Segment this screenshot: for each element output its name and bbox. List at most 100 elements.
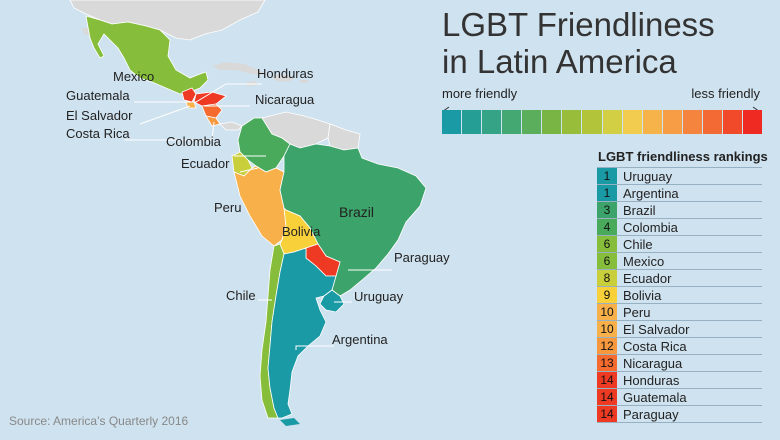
ranking-row: 8 Ecuador (597, 269, 762, 287)
scale-swatch (482, 110, 502, 134)
ranking-country: Paraguay (617, 405, 762, 423)
label-mexico: Mexico (113, 69, 154, 84)
ranking-row: 6 Chile (597, 235, 762, 253)
ranking-country: Argentina (617, 184, 762, 202)
ranking-number: 10 (597, 320, 617, 338)
ranking-country: Bolivia (617, 286, 762, 304)
rankings-table: 1 Uruguay 1 Argentina 3 Brazil 4 Colombia 6 Chile… (597, 167, 762, 423)
ranking-row: 3 Brazil (597, 201, 762, 219)
uruguay-land (319, 289, 345, 313)
ranking-country: Mexico (617, 252, 762, 270)
ranking-country: Brazil (617, 201, 762, 219)
ranking-number: 1 (597, 184, 617, 202)
ranking-number: 8 (597, 269, 617, 287)
scale-labels: more friendly less friendly (442, 86, 760, 115)
scale-swatch (602, 110, 622, 134)
label-chile: Chile (226, 288, 256, 303)
scale-swatch (682, 110, 702, 134)
ranking-number: 13 (597, 354, 617, 372)
scale-swatch (462, 110, 482, 134)
ranking-number: 14 (597, 371, 617, 389)
ranking-country: Colombia (617, 218, 762, 236)
scale-swatch (642, 110, 662, 134)
label-paraguay: Paraguay (394, 250, 450, 265)
ranking-number: 9 (597, 286, 617, 304)
panama-land (219, 121, 243, 131)
ranking-country: Ecuador (617, 269, 762, 287)
scale-swatch (442, 110, 462, 134)
ranking-row: 14 Paraguay (597, 405, 762, 423)
scale-swatch (622, 110, 642, 134)
label-nicaragua: Nicaragua (255, 92, 315, 107)
peru-land (233, 165, 287, 247)
ranking-row: 6 Mexico (597, 252, 762, 270)
ranking-number: 1 (597, 167, 617, 185)
color-scale-bar (442, 110, 762, 134)
ranking-country: Costa Rica (617, 337, 762, 355)
ranking-row: 4 Colombia (597, 218, 762, 236)
ranking-country: El Salvador (617, 320, 762, 338)
scale-swatch (542, 110, 562, 134)
argentina-land (267, 247, 337, 419)
source-note: Source: America’s Quarterly 2016 (9, 414, 189, 428)
scale-right-label: less friendly (691, 86, 760, 101)
ranking-number: 6 (597, 235, 617, 253)
label-colombia: Colombia (166, 134, 222, 149)
ranking-number: 4 (597, 218, 617, 236)
label-el-salvador: El Salvador (66, 108, 133, 123)
ranking-number: 12 (597, 337, 617, 355)
hispaniola-land (272, 74, 294, 82)
ranking-number: 6 (597, 252, 617, 270)
scale-swatch (502, 110, 522, 134)
label-argentina: Argentina (332, 332, 388, 347)
ranking-row: 14 Guatemala (597, 388, 762, 406)
scale-swatch (562, 110, 582, 134)
label-uruguay: Uruguay (354, 289, 404, 304)
label-peru: Peru (214, 200, 241, 215)
guianas-land (327, 123, 361, 151)
scale-swatch (582, 110, 602, 134)
scale-swatch (722, 110, 742, 134)
ranking-row: 10 El Salvador (597, 320, 762, 338)
ranking-row: 13 Nicaragua (597, 354, 762, 372)
ranking-country: Chile (617, 235, 762, 253)
guatemala-land (181, 87, 197, 103)
puerto-rico-land (300, 80, 308, 83)
scale-swatch (522, 110, 542, 134)
label-brazil: Brazil (339, 204, 374, 220)
ranking-number: 10 (597, 303, 617, 321)
label-ecuador: Ecuador (181, 156, 230, 171)
scale-left-label: more friendly (442, 86, 518, 101)
label-costa-rica: Costa Rica (66, 126, 130, 141)
nicaragua-land (201, 103, 223, 119)
ranking-row: 12 Costa Rica (597, 337, 762, 355)
rankings-title: LGBT friendliness rankings (598, 149, 768, 164)
ranking-country: Guatemala (617, 388, 762, 406)
ranking-country: Nicaragua (617, 354, 762, 372)
ranking-country: Honduras (617, 371, 762, 389)
ranking-number: 14 (597, 405, 617, 423)
ranking-country: Uruguay (617, 167, 762, 185)
costa-rica-land (205, 115, 221, 127)
ranking-number: 3 (597, 201, 617, 219)
ranking-row: 10 Peru (597, 303, 762, 321)
cuba-land (212, 62, 268, 75)
ranking-row: 1 Uruguay (597, 167, 762, 185)
ranking-country: Peru (617, 303, 762, 321)
label-bolivia: Bolivia (282, 224, 321, 239)
tierra-del-fuego-land (280, 418, 300, 426)
scale-swatch (742, 110, 762, 134)
map-title: LGBT Friendliness in Latin America (442, 6, 772, 80)
ranking-number: 14 (597, 388, 617, 406)
title-line-2: in Latin America (442, 43, 677, 80)
ranking-row: 9 Bolivia (597, 286, 762, 304)
title-line-1: LGBT Friendliness (442, 6, 715, 43)
label-guatemala: Guatemala (66, 88, 130, 103)
usa-land (69, 0, 266, 41)
ranking-row: 14 Honduras (597, 371, 762, 389)
label-honduras: Honduras (257, 66, 314, 81)
scale-swatch (702, 110, 722, 134)
scale-swatch (662, 110, 682, 134)
ranking-row: 1 Argentina (597, 184, 762, 202)
